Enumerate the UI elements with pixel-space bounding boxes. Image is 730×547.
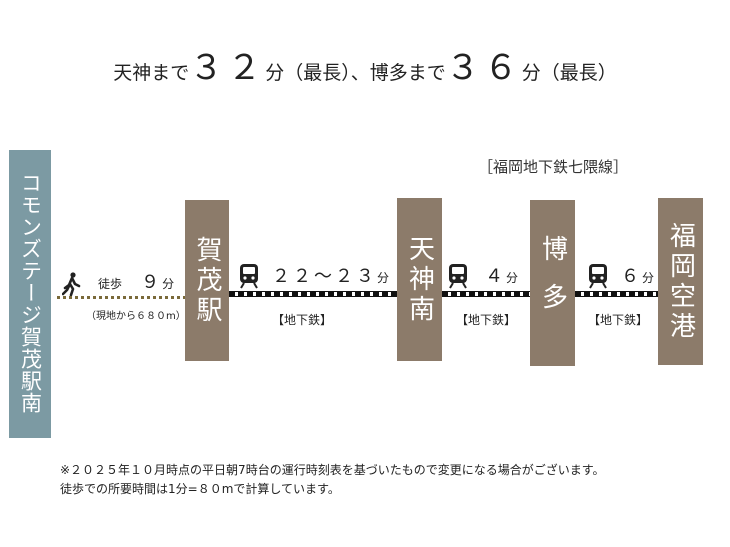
segment-unit: 分 bbox=[642, 271, 655, 285]
station-name: 賀茂駅 bbox=[192, 235, 222, 326]
walk-route-line bbox=[57, 296, 185, 299]
station-kamo: 賀茂駅 bbox=[185, 200, 229, 361]
rail-segment bbox=[575, 291, 658, 297]
walk-unit: 分 bbox=[162, 277, 175, 291]
segment-time: ２２～２３分 bbox=[272, 262, 389, 288]
train-icon bbox=[240, 264, 258, 289]
station-fukuoka-airport: 福岡空港 bbox=[658, 198, 703, 365]
walking-person-icon bbox=[62, 272, 81, 296]
walk-time: 徒歩 ９分 bbox=[98, 268, 174, 294]
station-name: 福岡空港 bbox=[665, 221, 696, 342]
line-name: ［福岡地下鉄七隈線］ bbox=[478, 158, 629, 176]
rail-segment bbox=[229, 291, 397, 297]
segment-time: ６分 bbox=[621, 262, 654, 288]
segment-minutes: ２２～２３ bbox=[272, 266, 377, 287]
segment-unit: 分 bbox=[506, 271, 519, 285]
origin-station: コモンズテージ賀茂駅南 bbox=[9, 150, 51, 438]
station-hakata: 博多 bbox=[530, 200, 575, 366]
segment-time: ４分 bbox=[485, 262, 518, 288]
station-tenjin-minami: 天神南 bbox=[397, 198, 442, 361]
station-name: 博多 bbox=[537, 235, 568, 331]
walk-minutes: ９ bbox=[141, 272, 163, 293]
segment-mode: 【地下鉄】 bbox=[456, 313, 517, 327]
walk-label: 徒歩 bbox=[98, 277, 123, 291]
station-name: 天神南 bbox=[404, 234, 435, 325]
headline-minutes-hakata: ３６ bbox=[445, 48, 522, 88]
segment-mode: 【地下鉄】 bbox=[588, 313, 649, 327]
segment-mode: 【地下鉄】 bbox=[272, 313, 333, 327]
note-timetable: ※２０２５年１０月時点の平日朝7時台の運行時刻表を基づいたもので変更になる場合が… bbox=[60, 463, 605, 477]
headline: 天神まで３２分（最長）、博多まで３６分（最長） bbox=[0, 40, 730, 89]
segment-minutes: ６ bbox=[621, 266, 642, 287]
headline-minutes-tenjin: ３２ bbox=[189, 48, 266, 88]
segment-minutes: ４ bbox=[485, 266, 506, 287]
origin-station-name: コモンズテージ賀茂駅南 bbox=[18, 172, 43, 414]
train-icon bbox=[449, 264, 467, 289]
headline-unit2: 分（最長） bbox=[521, 62, 617, 84]
headline-part1: 天神まで bbox=[113, 62, 190, 84]
walk-distance: （現地から６８０m） bbox=[86, 311, 186, 322]
train-icon bbox=[589, 264, 607, 289]
headline-unit1: 分（最長）、博多まで bbox=[265, 62, 446, 84]
segment-unit: 分 bbox=[377, 271, 390, 285]
note-walking: 徒歩での所要時間は1分=８０mで計算しています。 bbox=[60, 482, 340, 496]
rail-segment bbox=[442, 291, 530, 297]
